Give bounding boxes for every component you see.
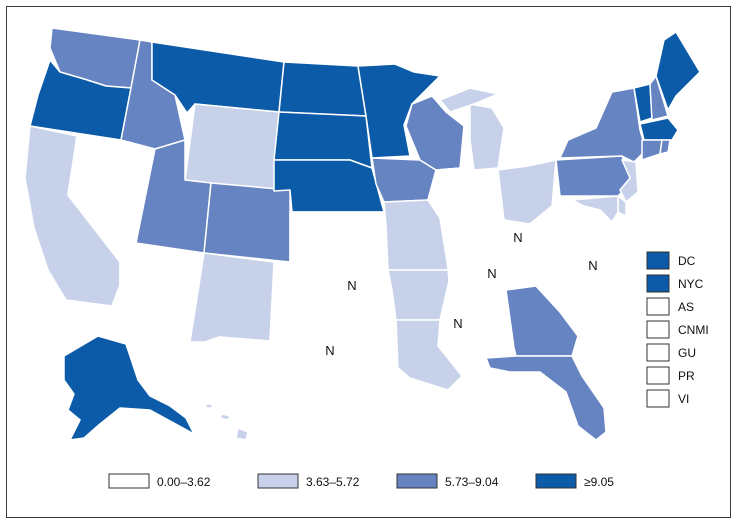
- color-legend: 0.00–3.62 3.63–5.72 5.73–9.04 ≥9.05: [108, 473, 614, 489]
- not-reported-labels: N N N N N N: [325, 230, 597, 358]
- legend-swatch-2: [396, 473, 438, 489]
- state-AR: [387, 269, 451, 321]
- state-ND: [278, 61, 367, 117]
- territory-label-pr: PR: [678, 369, 695, 383]
- state-AZ: [111, 248, 205, 343]
- state-MI: [469, 103, 505, 171]
- territory-swatch-pr: [646, 366, 670, 385]
- state-NM: [189, 252, 275, 343]
- state-WY: [184, 103, 280, 192]
- territory-label-nyc: NYC: [678, 277, 704, 291]
- state-HI: [235, 427, 249, 441]
- not-reported-label-OK: N: [347, 278, 356, 293]
- legend-swatch-1: [257, 473, 299, 489]
- state-MA: [639, 117, 679, 141]
- legend-label-3: ≥9.05: [584, 475, 614, 489]
- state-TX: [218, 271, 396, 459]
- map-frame: [6, 6, 731, 518]
- state-MD: [571, 195, 619, 223]
- state-NY: [559, 87, 647, 163]
- territory-swatch-nyc: [646, 274, 670, 293]
- territory-swatch-as: [646, 297, 670, 316]
- legend-swatch-0: [108, 473, 150, 489]
- state-HI-c: [205, 403, 213, 409]
- not-reported-label-TN: N: [487, 266, 496, 281]
- territory-label-cnmi: CNMI: [678, 323, 709, 337]
- legend-label-1: 3.63–5.72: [306, 475, 360, 489]
- territory-legend: DC NYC AS CNMI GU PR VI: [646, 251, 709, 408]
- territory-swatch-vi: [646, 389, 670, 408]
- legend-label-2: 5.73–9.04: [445, 475, 499, 489]
- state-HI-b: [219, 413, 231, 421]
- territory-label-as: AS: [678, 300, 694, 314]
- state-CO: [203, 182, 291, 263]
- state-CT: [641, 139, 663, 161]
- territory-label-dc: DC: [678, 254, 696, 268]
- not-reported-label-TX: N: [325, 343, 334, 358]
- territory-label-vi: VI: [678, 392, 689, 406]
- not-reported-label-NC: N: [588, 258, 597, 273]
- state-KS: [289, 211, 391, 269]
- state-AK: [63, 335, 195, 441]
- not-reported-label-MS: N: [453, 316, 462, 331]
- legend-swatch-3: [535, 473, 577, 489]
- state-FL: [485, 355, 607, 441]
- territory-swatch-gu: [646, 343, 670, 362]
- state-WV: [529, 195, 587, 241]
- state-MI-up: [439, 87, 499, 113]
- territory-swatch-cnmi: [646, 320, 670, 339]
- territory-swatch-dc: [646, 251, 670, 270]
- state-MS: [439, 291, 479, 363]
- territory-label-gu: GU: [678, 346, 696, 360]
- state-NH: [649, 75, 669, 121]
- legend-label-0: 0.00–3.62: [157, 475, 211, 489]
- state-ME: [655, 31, 701, 111]
- state-RI: [659, 139, 671, 155]
- state-MN: [357, 63, 441, 159]
- not-reported-label-KY: N: [513, 230, 522, 245]
